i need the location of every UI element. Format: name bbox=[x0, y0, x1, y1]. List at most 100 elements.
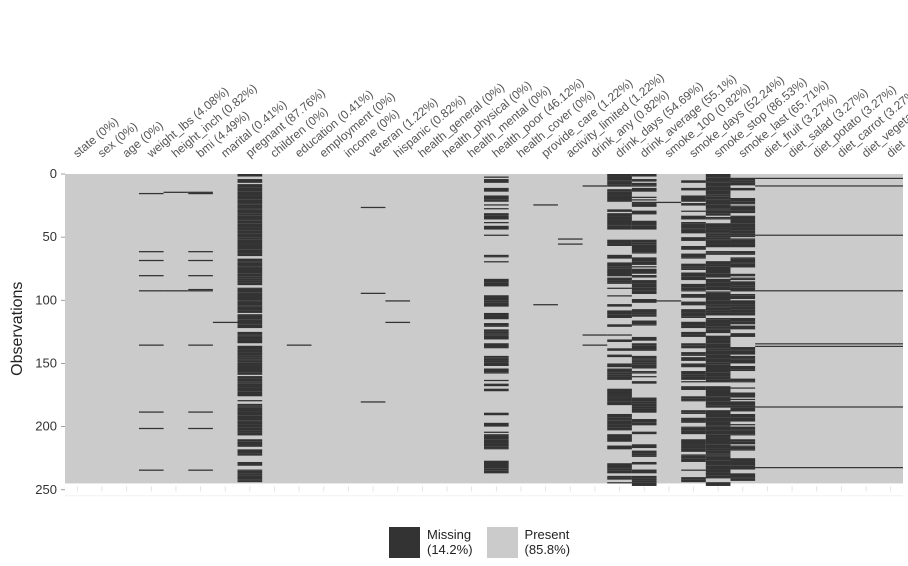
missing-cell bbox=[730, 180, 756, 183]
missing-cell bbox=[138, 427, 164, 430]
missing-cell bbox=[607, 189, 632, 192]
missing-cell bbox=[631, 401, 657, 404]
missing-cell bbox=[705, 448, 731, 451]
missing-cell bbox=[607, 225, 632, 230]
missing-cell bbox=[607, 180, 632, 182]
missing-cell bbox=[705, 401, 731, 406]
missing-cell bbox=[730, 233, 756, 236]
missing-cell bbox=[484, 464, 509, 469]
y-tick-label: 200 bbox=[35, 419, 57, 434]
missing-cell bbox=[705, 190, 731, 195]
missing-cell bbox=[705, 199, 731, 201]
missing-cell bbox=[237, 174, 263, 177]
missing-cell bbox=[705, 182, 731, 187]
missing-cell bbox=[681, 223, 706, 225]
missing-cell bbox=[360, 206, 386, 209]
missing-cell bbox=[607, 339, 632, 342]
missing-cell bbox=[681, 290, 706, 292]
missing-cell bbox=[484, 439, 509, 444]
missing-cell bbox=[705, 372, 731, 377]
missing-cell bbox=[607, 287, 632, 289]
missing-cell bbox=[188, 191, 213, 193]
missing-cell bbox=[237, 315, 263, 318]
missing-cell bbox=[237, 269, 263, 274]
missing-cell bbox=[705, 344, 731, 349]
missing-cell bbox=[705, 195, 731, 197]
diet-missing-row bbox=[755, 345, 903, 347]
missing-cell bbox=[212, 321, 238, 324]
missing-cell bbox=[681, 224, 706, 229]
missing-cell bbox=[484, 435, 509, 440]
missing-cell bbox=[237, 278, 263, 281]
missing-cell bbox=[681, 309, 706, 313]
missing-cell bbox=[237, 314, 263, 316]
missing-cell bbox=[730, 304, 756, 307]
missing-cell bbox=[705, 293, 731, 297]
missing-cell bbox=[730, 473, 756, 478]
missing-cell bbox=[631, 179, 657, 182]
missing-cell bbox=[607, 224, 632, 226]
missing-cell bbox=[631, 376, 657, 378]
missing-cell bbox=[484, 360, 509, 363]
missing-cell bbox=[730, 445, 756, 447]
missing-cell bbox=[237, 368, 263, 373]
missing-cell bbox=[705, 213, 731, 216]
missing-cell bbox=[631, 478, 657, 481]
missing-cell bbox=[138, 259, 164, 262]
missing-cell bbox=[705, 243, 731, 248]
missing-cell bbox=[237, 227, 263, 231]
missing-cell bbox=[705, 354, 731, 359]
missing-cell bbox=[484, 347, 509, 349]
missing-cell bbox=[705, 425, 731, 427]
missing-cell bbox=[237, 449, 263, 454]
missing-cell bbox=[705, 300, 731, 305]
missing-cell bbox=[484, 358, 509, 361]
missing-cell bbox=[188, 251, 213, 253]
missing-cell bbox=[484, 176, 509, 178]
missing-cell bbox=[631, 196, 657, 198]
missing-cell bbox=[631, 403, 657, 407]
missing-cell bbox=[730, 439, 756, 442]
missing-cell bbox=[631, 287, 657, 291]
missing-cell bbox=[705, 269, 731, 274]
missing-cell bbox=[607, 181, 632, 185]
missing-cell bbox=[705, 323, 731, 327]
missing-cell bbox=[681, 410, 706, 413]
missing-cell bbox=[631, 187, 657, 192]
missing-cell bbox=[705, 386, 731, 390]
missing-cell bbox=[237, 208, 263, 210]
missing-cell bbox=[730, 401, 756, 406]
missing-cell bbox=[138, 251, 164, 253]
missing-cell bbox=[607, 397, 632, 402]
missing-cell bbox=[237, 191, 263, 196]
missing-cell bbox=[730, 293, 756, 296]
missing-cell bbox=[681, 268, 706, 270]
missing-cell bbox=[607, 266, 632, 268]
missing-cell bbox=[237, 335, 263, 337]
missing-cell bbox=[484, 179, 509, 183]
missing-cell bbox=[484, 372, 509, 374]
missing-cell bbox=[705, 482, 731, 486]
missing-cell bbox=[607, 463, 632, 468]
missing-cell bbox=[730, 285, 756, 288]
missing-cell bbox=[705, 434, 731, 438]
missing-cell bbox=[681, 443, 706, 446]
missing-cell bbox=[681, 455, 706, 459]
missing-cell bbox=[730, 359, 756, 364]
missing-cell bbox=[631, 364, 657, 369]
missing-cell bbox=[484, 333, 509, 335]
missing-cell bbox=[237, 382, 263, 384]
missing-cell bbox=[484, 295, 509, 297]
missing-cell bbox=[705, 235, 731, 238]
missing-cell bbox=[631, 174, 657, 177]
missing-cell bbox=[730, 205, 756, 207]
legend-present-label: Present bbox=[524, 527, 570, 542]
missing-cell bbox=[705, 430, 731, 435]
missing-cell bbox=[705, 405, 731, 408]
missing-cell bbox=[631, 360, 657, 363]
missing-cell bbox=[681, 195, 706, 198]
missing-cell bbox=[237, 296, 263, 301]
missing-cell bbox=[681, 210, 706, 212]
missing-cell bbox=[188, 290, 213, 292]
missing-cell bbox=[237, 470, 263, 474]
